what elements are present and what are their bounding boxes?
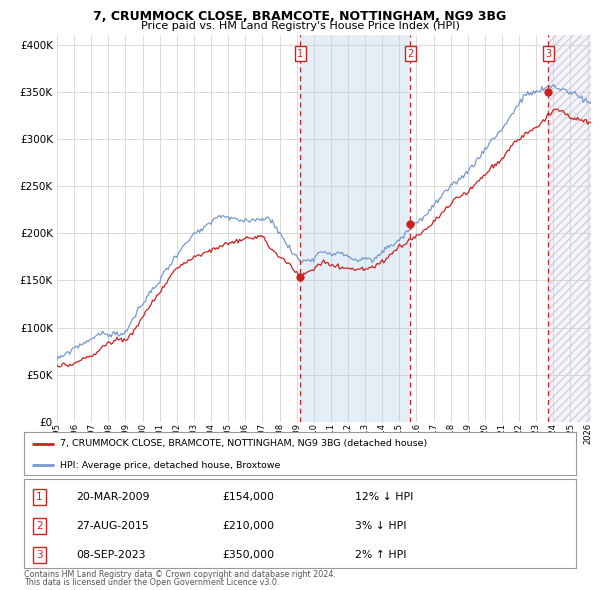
Text: Contains HM Land Registry data © Crown copyright and database right 2024.: Contains HM Land Registry data © Crown c… (24, 570, 336, 579)
Text: HPI: Average price, detached house, Broxtowe: HPI: Average price, detached house, Brox… (60, 461, 280, 470)
Bar (548, 35, 591, 422)
Text: 1: 1 (36, 492, 43, 502)
Text: 2: 2 (36, 521, 43, 531)
Text: 7, CRUMMOCK CLOSE, BRAMCOTE, NOTTINGHAM, NG9 3BG: 7, CRUMMOCK CLOSE, BRAMCOTE, NOTTINGHAM,… (94, 10, 506, 23)
Text: 3: 3 (545, 49, 551, 59)
Text: 20-MAR-2009: 20-MAR-2009 (76, 492, 150, 502)
Text: 7, CRUMMOCK CLOSE, BRAMCOTE, NOTTINGHAM, NG9 3BG (detached house): 7, CRUMMOCK CLOSE, BRAMCOTE, NOTTINGHAM,… (60, 440, 427, 448)
Text: 27-AUG-2015: 27-AUG-2015 (76, 521, 149, 531)
Text: 2: 2 (407, 49, 413, 59)
Text: £154,000: £154,000 (223, 492, 275, 502)
Text: 1: 1 (297, 49, 303, 59)
Text: 3% ↓ HPI: 3% ↓ HPI (355, 521, 407, 531)
Text: £350,000: £350,000 (223, 550, 275, 560)
Bar (300, 35, 410, 422)
Bar (548, 35, 591, 422)
Text: 08-SEP-2023: 08-SEP-2023 (76, 550, 146, 560)
Text: 12% ↓ HPI: 12% ↓ HPI (355, 492, 413, 502)
Text: 3: 3 (36, 550, 43, 560)
Text: 2% ↑ HPI: 2% ↑ HPI (355, 550, 407, 560)
Text: Price paid vs. HM Land Registry's House Price Index (HPI): Price paid vs. HM Land Registry's House … (140, 21, 460, 31)
Text: £210,000: £210,000 (223, 521, 275, 531)
Text: This data is licensed under the Open Government Licence v3.0.: This data is licensed under the Open Gov… (24, 578, 280, 587)
